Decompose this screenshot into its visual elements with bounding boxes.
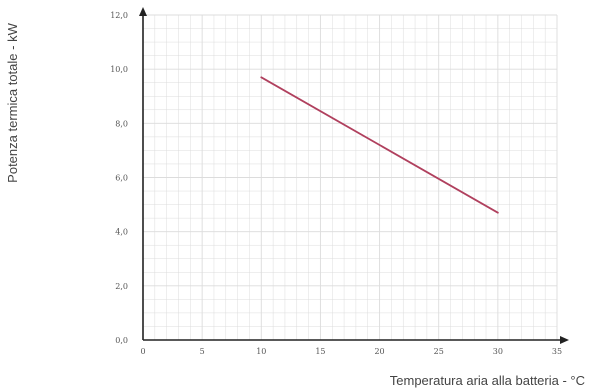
series-line xyxy=(260,76,499,214)
tick-labels: 0 5 10 15 20 25 30 35 0,0 2,0 4,0 6,0 8,0 10,0 12,0 xyxy=(110,11,562,356)
y-tick-label: 2,0 xyxy=(115,282,128,291)
x-tick-label: 10 xyxy=(256,347,266,356)
y-axis-arrow xyxy=(139,7,147,16)
x-tick-label: 35 xyxy=(552,347,562,356)
x-tick-label: 25 xyxy=(434,347,444,356)
x-axis-label: Temperatura aria alla batteria - °C xyxy=(390,373,585,388)
y-tick-label: 10,0 xyxy=(110,65,128,74)
y-tick-label: 6,0 xyxy=(115,174,128,183)
grid xyxy=(143,14,558,340)
y-tick-label: 12,0 xyxy=(110,11,128,20)
y-tick-label: 0,0 xyxy=(115,336,128,345)
x-tick-label: 5 xyxy=(200,347,205,356)
x-tick-label: 30 xyxy=(493,347,503,356)
x-tick-label: 15 xyxy=(315,347,325,356)
y-axis-label: Potenza termica totale - kW xyxy=(5,22,20,182)
x-tick-label: 20 xyxy=(374,347,384,356)
x-axis-arrow xyxy=(560,336,569,344)
axes xyxy=(139,7,569,344)
x-tick-label: 0 xyxy=(140,347,145,356)
y-tick-label: 8,0 xyxy=(115,119,128,128)
series-group xyxy=(260,76,499,214)
y-tick-label: 4,0 xyxy=(115,228,128,237)
